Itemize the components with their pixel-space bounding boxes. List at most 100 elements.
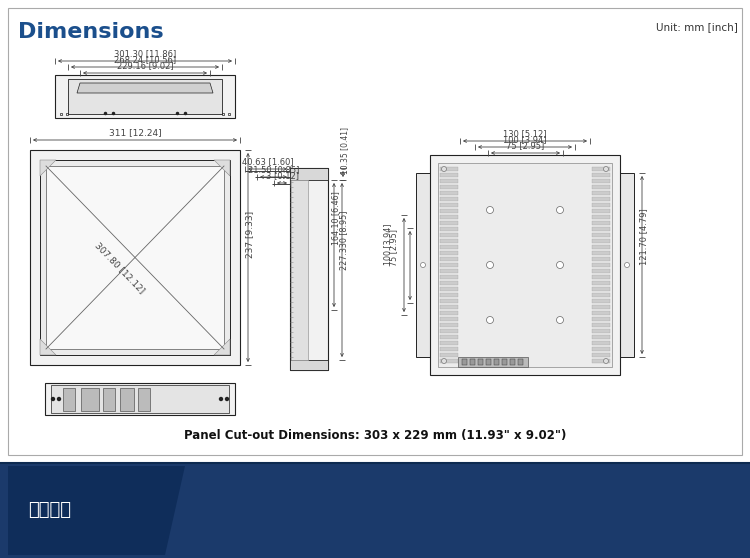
Text: 164.10 [6.46]: 164.10 [6.46] [332,191,340,245]
Bar [592,209,610,213]
Bar [592,257,610,261]
Bar [51,385,229,413]
Bar [440,185,458,189]
Text: 75 [2.95]: 75 [2.95] [389,228,398,266]
Circle shape [604,358,608,363]
Bar [291,180,308,360]
Bar [30,150,240,365]
Text: 307.80 [12.12]: 307.80 [12.12] [93,240,147,295]
Bar [478,359,483,365]
Bar [440,215,458,219]
Bar [592,167,610,171]
Bar [120,388,134,411]
Text: 121.70 [4.79]: 121.70 [4.79] [640,208,649,265]
Bar [290,168,328,370]
Bar [440,311,458,315]
Bar [494,359,499,365]
Bar [592,191,610,195]
Bar [440,239,458,243]
Bar [440,287,458,291]
Bar [440,197,458,200]
Bar [416,173,430,357]
Bar [440,221,458,224]
Circle shape [556,262,563,268]
Circle shape [487,206,494,214]
Bar [55,75,235,118]
Polygon shape [40,160,56,176]
Bar [592,299,610,302]
Bar [440,353,458,357]
Bar [440,251,458,254]
Circle shape [421,262,425,267]
Bar [592,275,610,278]
Bar [440,203,458,206]
Text: Unit: mm [inch]: Unit: mm [inch] [656,22,738,32]
Circle shape [487,262,494,268]
Text: 268.24 [10.56]: 268.24 [10.56] [114,55,176,64]
Bar [440,209,458,213]
Bar [438,163,612,367]
Bar [440,233,458,237]
Text: 229.16 [9.02]: 229.16 [9.02] [117,61,173,70]
Bar [63,388,75,411]
Bar [592,347,610,350]
Text: 100 [3.94]: 100 [3.94] [503,135,547,144]
Text: 产品配置: 产品配置 [28,502,71,519]
Bar [440,269,458,272]
Circle shape [487,316,494,324]
Bar [592,329,610,333]
Bar [440,329,458,333]
Bar [440,305,458,309]
Polygon shape [40,339,56,355]
Bar [440,257,458,261]
Text: 10.35 [0.41]: 10.35 [0.41] [340,127,350,174]
Bar [592,197,610,200]
Bar [8,8,742,455]
Bar [458,357,528,367]
Bar [592,215,610,219]
Bar [592,281,610,285]
Bar [592,317,610,320]
Bar [592,173,610,176]
Bar [440,167,458,171]
Bar [46,166,224,349]
Circle shape [52,397,55,401]
Bar [440,281,458,285]
Bar [290,168,328,180]
Bar [45,383,235,415]
Text: Panel Cut-out Dimensions: 303 x 229 mm (11.93" x 9.02"): Panel Cut-out Dimensions: 303 x 229 mm (… [184,429,566,441]
Bar [440,299,458,302]
Text: 130 [5.12]: 130 [5.12] [503,129,547,138]
Bar [81,388,99,411]
Bar [486,359,491,365]
Bar [592,221,610,224]
Bar [592,287,610,291]
Bar [592,311,610,315]
Bar [592,227,610,230]
Bar [440,293,458,296]
Bar [592,263,610,267]
Circle shape [442,166,446,171]
Bar [592,269,610,272]
Bar [592,251,610,254]
Text: Dimensions: Dimensions [18,22,164,42]
Bar [592,179,610,182]
Circle shape [226,397,229,401]
Bar [40,160,230,355]
Bar [592,353,610,357]
Polygon shape [214,339,230,355]
Bar [462,359,467,365]
Bar [592,245,610,248]
Bar [138,388,150,411]
Polygon shape [8,466,185,555]
Bar [592,203,610,206]
Bar [592,335,610,339]
Bar [620,173,634,357]
Bar [592,239,610,243]
Bar [518,359,523,365]
Bar [592,341,610,344]
Circle shape [604,166,608,171]
Bar [440,317,458,320]
Bar [510,359,515,365]
Bar [440,341,458,344]
